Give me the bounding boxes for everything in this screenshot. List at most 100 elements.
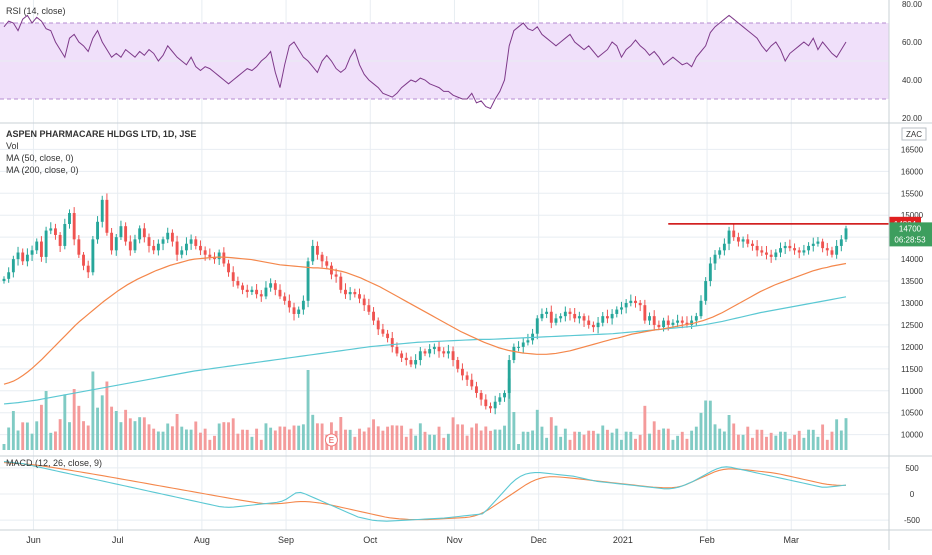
candle-body [694, 316, 698, 321]
candle-body [465, 375, 469, 380]
volume-bar [465, 435, 469, 450]
volume-bar [774, 435, 778, 450]
volume-bar [142, 417, 146, 450]
volume-bar [39, 404, 43, 450]
volume-bar [175, 414, 179, 450]
candle-body [788, 245, 792, 249]
price-title: ASPEN PHARMACARE HLDGS LTD, 1D, JSE [6, 129, 196, 139]
volume-bar [7, 427, 11, 450]
rsi-y-tick: 60.00 [902, 38, 923, 47]
candle-body [7, 272, 11, 279]
volume-bar [58, 419, 62, 450]
volume-bar [283, 426, 287, 450]
candle-body [259, 294, 263, 297]
candle-body [746, 239, 750, 244]
candle-body [493, 401, 497, 409]
volume-bar [404, 436, 408, 450]
candle-body [521, 342, 525, 347]
candle-body [741, 239, 745, 242]
rsi-title: RSI (14, close) [6, 6, 66, 16]
volume-bar [821, 424, 825, 450]
candle-body [765, 252, 768, 255]
candle-body [306, 261, 310, 301]
candle-body [63, 223, 67, 246]
candle-body [241, 285, 245, 290]
candle-body [802, 250, 806, 253]
volume-bar [227, 422, 230, 450]
volume-bar [662, 428, 666, 450]
price-y-tick: 16500 [901, 145, 924, 154]
volume-bar [559, 436, 563, 450]
candle-body [577, 316, 581, 319]
price-axis[interactable]: 80.00 60.00 40.00 20.00 16500 16000 15500 15000… [889, 0, 932, 525]
legend-ma50: MA (50, close, 0) [6, 153, 74, 163]
volume-bar [353, 436, 357, 450]
price-panel: E [2, 193, 889, 450]
volume-bar [348, 429, 352, 450]
volume-bar [414, 435, 418, 450]
macd-title: MACD (12, 26, close, 9) [6, 458, 102, 468]
candle-body [227, 263, 230, 273]
volume-bar [540, 426, 544, 450]
volume-bar [545, 437, 549, 450]
x-tick-label: Jun [26, 535, 41, 545]
candle-body [479, 392, 483, 400]
candle-body [722, 243, 726, 251]
candle-body [11, 259, 15, 273]
volume-bar [484, 426, 488, 450]
volume-bar [479, 430, 483, 450]
volume-bar [573, 431, 577, 450]
candle-body [170, 232, 174, 242]
x-tick-label: Dec [531, 535, 548, 545]
volume-bar [736, 434, 740, 450]
volume-bar [517, 444, 520, 450]
volume-bar [344, 429, 347, 450]
volume-bar [657, 429, 661, 450]
macd-y-tick: -500 [904, 516, 921, 525]
volume-bar [451, 417, 455, 450]
time-axis[interactable]: Jun Jul Aug Sep Oct Nov Dec 2021 Feb Mar [26, 535, 799, 545]
candle-body [287, 300, 291, 308]
volume-bar [694, 426, 698, 450]
volume-bar [315, 423, 319, 450]
candle-body [657, 324, 661, 328]
volume-bar [320, 423, 324, 450]
volume-bar [124, 409, 128, 450]
currency-badge[interactable] [901, 127, 927, 141]
volume-bar [489, 430, 492, 450]
volume-bar [601, 425, 605, 450]
candle-body [498, 397, 502, 402]
candle-body [208, 254, 212, 257]
rsi-line [3, 14, 847, 110]
volume-bar [180, 426, 184, 450]
candle-body [605, 316, 609, 319]
candle-body [213, 256, 216, 260]
volume-bar [390, 425, 394, 450]
volume-bar [741, 434, 745, 450]
volume-bar [769, 432, 773, 450]
volume-bar [54, 431, 57, 450]
candle-body [718, 250, 722, 255]
candle-body [423, 351, 427, 354]
candle-body [49, 228, 53, 231]
candle-body [100, 199, 104, 222]
legend-vol: Vol [6, 141, 19, 151]
candle-body [549, 311, 553, 323]
candle-body [540, 313, 544, 319]
candle-body [358, 294, 361, 299]
volume-bar [86, 425, 90, 450]
candle-body [245, 289, 249, 293]
volume-bar [241, 429, 245, 450]
volume-bar [713, 424, 717, 450]
macd-line [3, 461, 847, 522]
volume-bar [428, 434, 432, 450]
volume-bar [423, 431, 427, 450]
volume-bar [222, 422, 226, 450]
candle-body [751, 243, 754, 246]
candle-body [821, 241, 825, 249]
volume-bar [470, 427, 474, 450]
volume-bar [699, 412, 703, 450]
candle-body [39, 241, 43, 257]
candle-body [142, 228, 146, 238]
